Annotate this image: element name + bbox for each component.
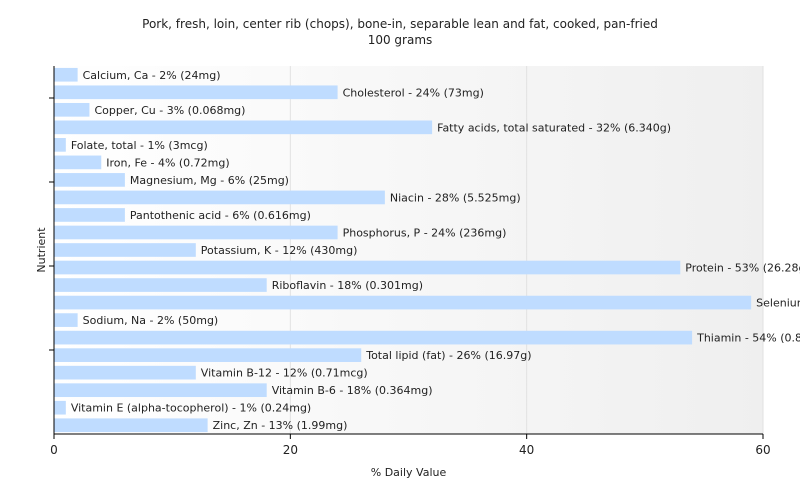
bar-label: Sodium, Na - 2% (50mg) [83,314,219,327]
bar-label: Potassium, K - 12% (430mg) [201,244,358,257]
bar-label: Phosphorus, P - 24% (236mg) [343,226,507,239]
bar [54,365,196,380]
bar-label: Zinc, Zn - 13% (1.99mg) [213,419,348,432]
chart-title-block: Pork, fresh, loin, center rib (chops), b… [0,16,800,48]
bar-label: Cholesterol - 24% (73mg) [343,86,484,99]
bar [54,243,196,257]
y-axis-title: Nutrient [35,227,48,273]
bar [54,400,66,415]
bar [54,278,267,292]
bar [54,260,681,275]
bar [54,208,125,222]
bar-label: Calcium, Ca - 2% (24mg) [83,69,221,82]
bar [54,138,66,152]
bar-label: Magnesium, Mg - 6% (25mg) [130,174,289,187]
chart-subtitle: 100 grams [367,33,433,47]
bar-label: Vitamin B-6 - 18% (0.364mg) [272,384,433,397]
bar-label: Niacin - 28% (5.525mg) [390,191,521,204]
bar [54,120,433,135]
bar-label: Riboflavin - 18% (0.301mg) [272,279,423,292]
bar [54,225,338,240]
bar-label: Total lipid (fat) - 26% (16.97g) [365,349,531,362]
bar [54,67,78,82]
bar-label: Selenium, Se - 59% (41.0mcg) [756,297,800,310]
bar [54,85,338,100]
x-tick-label: 40 [519,443,534,457]
x-axis-title: % Daily Value [371,466,447,479]
bar [54,190,385,205]
chart-title: Pork, fresh, loin, center rib (chops), b… [142,17,658,31]
bar-label: Fatty acids, total saturated - 32% (6.34… [437,121,671,134]
bar-label: Vitamin B-12 - 12% (0.71mcg) [201,367,368,380]
bar [54,418,208,433]
axes: 0 20 40 60 [49,66,771,457]
x-tick-label: 20 [283,443,298,457]
x-tick-label: 0 [50,443,58,457]
bar [54,155,102,170]
bars: Calcium, Ca - 2% (24mg) Cholesterol - 24%… [54,67,800,433]
bar-label: Thiamin - 54% (0.804mg) [696,332,800,345]
bar-label: Copper, Cu - 3% (0.068mg) [94,104,245,117]
bar [54,313,78,327]
bar-label: Iron, Fe - 4% (0.72mg) [106,156,229,169]
bar-label: Protein - 53% (26.28g) [685,262,800,275]
bar-label: Folate, total - 1% (3mcg) [71,139,208,152]
x-tick-label: 60 [755,443,770,457]
bar [54,295,752,310]
bar [54,173,125,187]
bar [54,330,693,345]
bar-label: Vitamin E (alpha-tocopherol) - 1% (0.24m… [71,402,311,415]
bar [54,102,90,117]
bar [54,383,267,398]
bar [54,348,362,362]
bar-label: Pantothenic acid - 6% (0.616mg) [130,209,311,222]
